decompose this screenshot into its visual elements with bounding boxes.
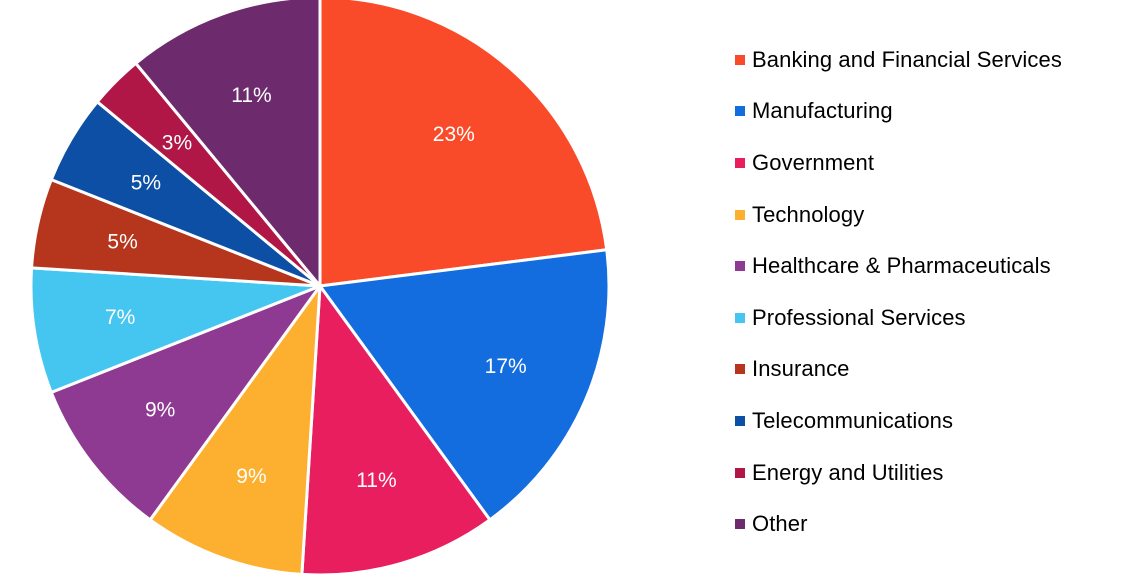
pie-slice-professional-services bbox=[29, 266, 322, 394]
pie-slice-banking-and-financial-services bbox=[318, 0, 609, 288]
pie-slice-healthcare-and-pharmaceuticals bbox=[49, 284, 322, 522]
slice-label-government: 11% bbox=[356, 469, 396, 492]
legend-swatch bbox=[735, 261, 745, 272]
slice-label-professional-services: 7% bbox=[105, 306, 135, 329]
chart-legend: Banking and Financial Services Manufactur… bbox=[735, 34, 1062, 550]
legend-label: Manufacturing bbox=[752, 98, 893, 124]
legend-swatch bbox=[735, 312, 745, 323]
pie-slice-technology bbox=[148, 284, 322, 576]
legend-item-manufacturing: Manufacturing bbox=[735, 86, 1062, 138]
legend-swatch bbox=[735, 54, 745, 65]
legend-label: Telecommunications bbox=[752, 407, 954, 433]
legend-swatch bbox=[735, 415, 745, 426]
pie-plot-area: 23%17%11%9%9%7%5%5%3%11% bbox=[29, 0, 611, 577]
legend-swatch bbox=[735, 519, 745, 530]
slice-label-healthcare-and-pharmaceuticals: 9% bbox=[145, 398, 175, 421]
legend-item-energy-and-utilities: Energy and Utilities bbox=[735, 447, 1062, 499]
legend-label: Insurance bbox=[752, 356, 850, 382]
slice-label-technology: 9% bbox=[236, 465, 266, 488]
legend-item-technology: Technology bbox=[735, 189, 1062, 241]
pie-slice-manufacturing bbox=[318, 248, 611, 522]
legend-item-professional-services: Professional Services bbox=[735, 292, 1062, 344]
slice-label-banking-and-financial-services: 23% bbox=[433, 123, 475, 146]
legend-label: Government bbox=[752, 149, 875, 175]
legend-label: Healthcare & Pharmaceuticals bbox=[752, 253, 1051, 279]
legend-label: Energy and Utilities bbox=[752, 459, 944, 485]
slice-label-other: 11% bbox=[231, 84, 271, 107]
legend-item-banking-and-financial-services: Banking and Financial Services bbox=[735, 34, 1062, 86]
legend-item-other: Other bbox=[735, 498, 1062, 550]
slice-label-energy-and-utilities: 3% bbox=[162, 131, 192, 154]
legend-swatch bbox=[735, 157, 745, 168]
legend-item-healthcare-and-pharmaceuticals: Healthcare & Pharmaceuticals bbox=[735, 240, 1062, 292]
legend-item-insurance: Insurance bbox=[735, 344, 1062, 396]
legend-swatch bbox=[735, 106, 745, 117]
legend-swatch bbox=[735, 209, 745, 220]
pie-slices bbox=[29, 0, 611, 577]
legend-swatch bbox=[735, 364, 745, 375]
legend-label: Other bbox=[752, 511, 808, 537]
slice-label-manufacturing: 17% bbox=[485, 355, 527, 378]
legend-label: Professional Services bbox=[752, 304, 966, 330]
legend-label: Technology bbox=[752, 201, 865, 227]
legend-label: Banking and Financial Services bbox=[752, 46, 1062, 72]
legend-swatch bbox=[735, 467, 745, 478]
slice-label-telecommunications: 5% bbox=[131, 172, 161, 195]
slice-label-insurance: 5% bbox=[107, 230, 137, 253]
pie-slice-government bbox=[300, 284, 492, 577]
legend-item-telecommunications: Telecommunications bbox=[735, 395, 1062, 447]
pie-slice-other bbox=[134, 0, 322, 288]
pie-slice-labels: 23%17%11%9%9%7%5%5%3%11% bbox=[105, 84, 527, 492]
legend-item-government: Government bbox=[735, 137, 1062, 189]
